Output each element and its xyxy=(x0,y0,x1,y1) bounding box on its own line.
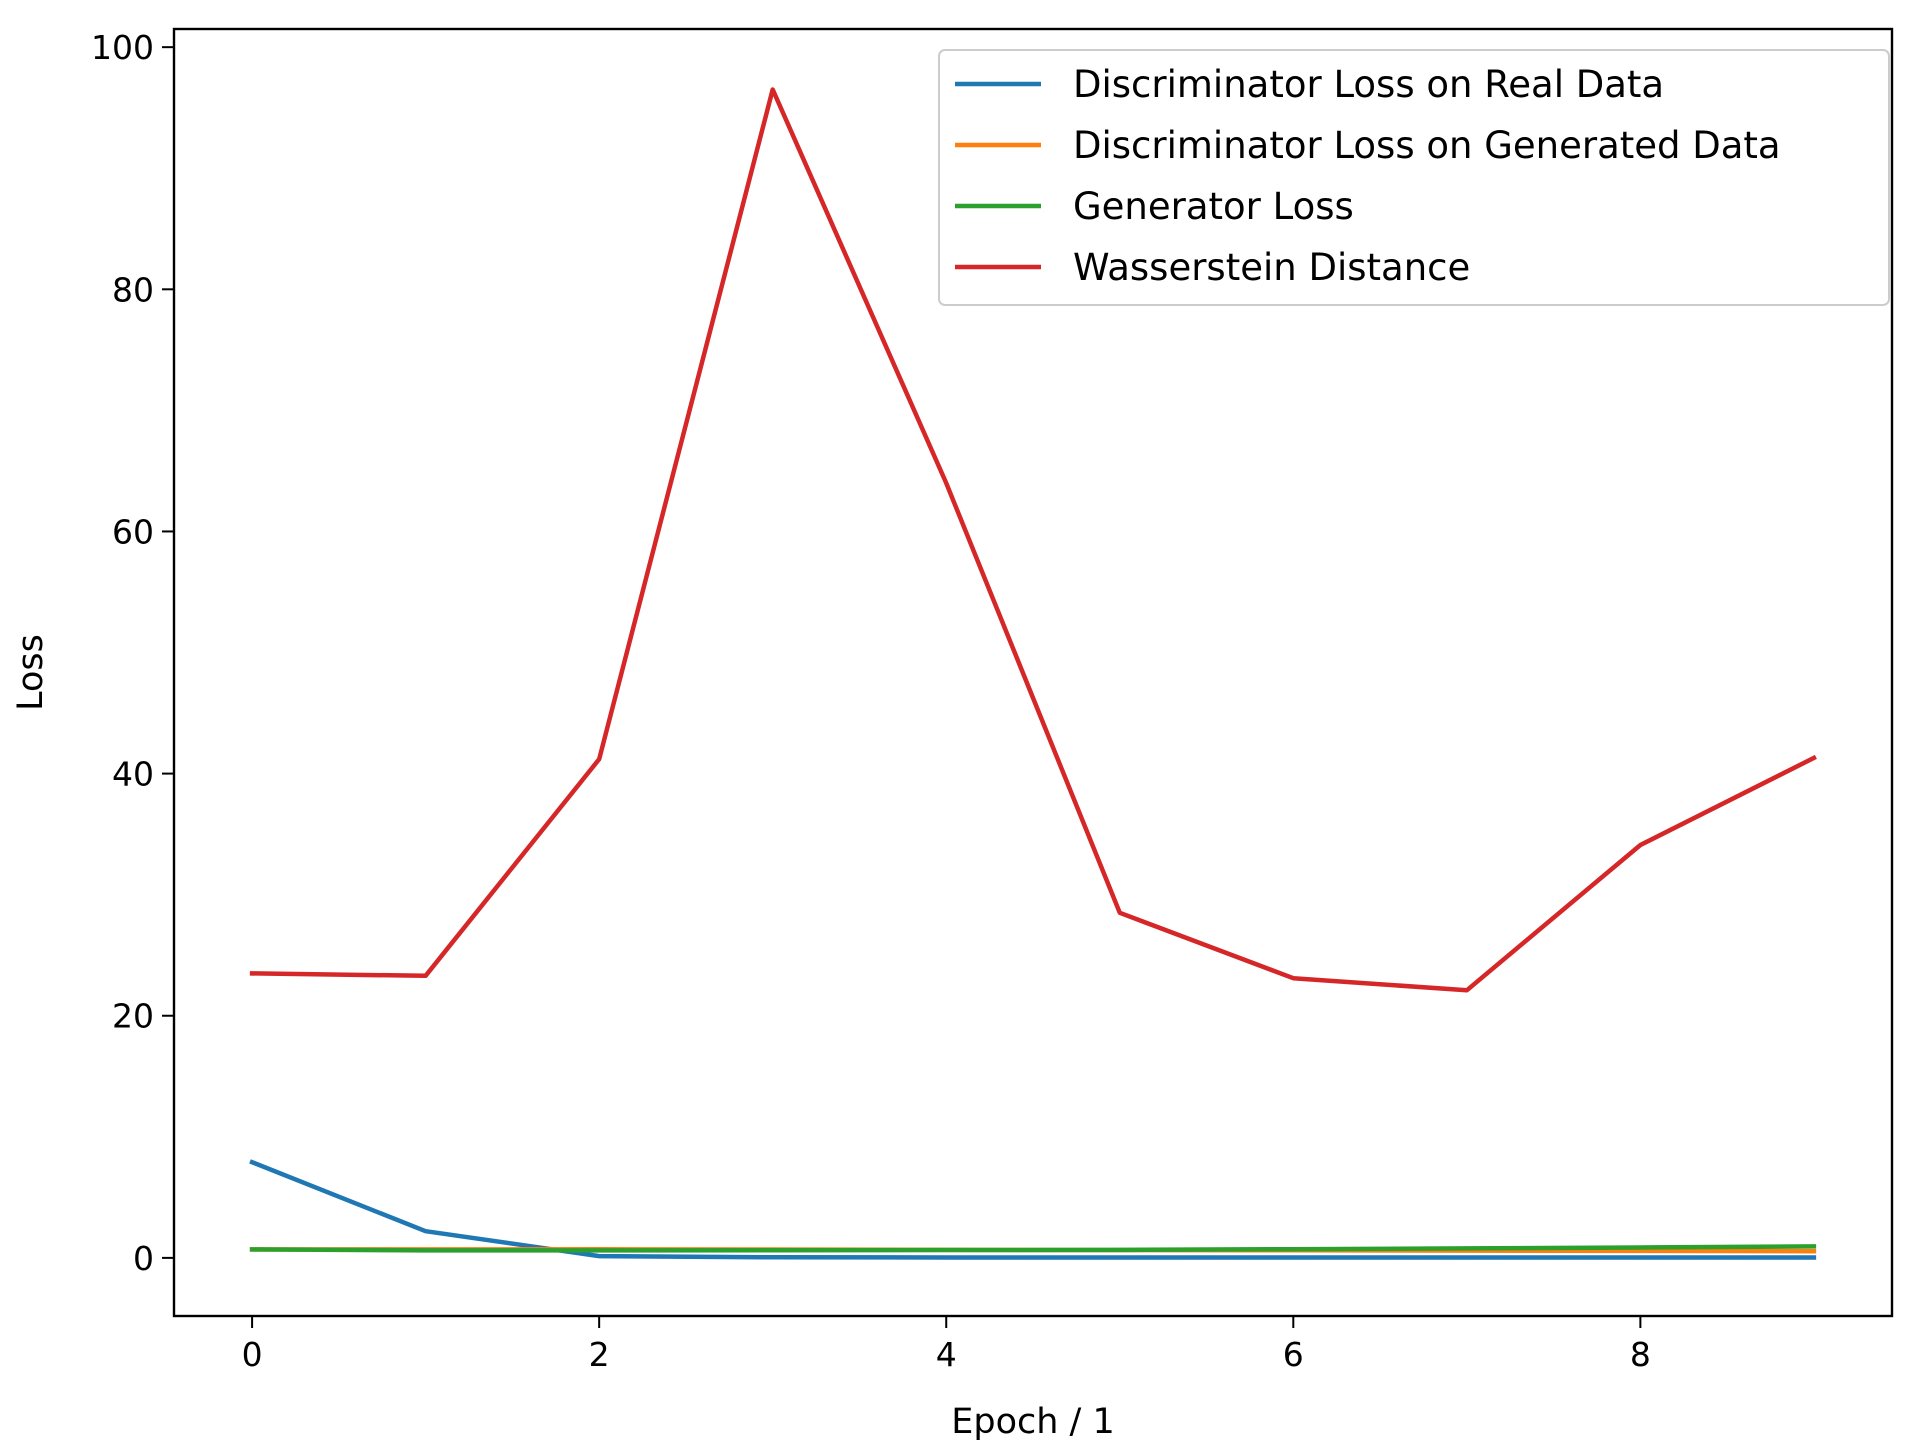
y-tick-label: 60 xyxy=(112,512,154,551)
y-tick-label: 80 xyxy=(112,270,154,309)
y-axis-label: Loss xyxy=(11,634,51,711)
series-line-2 xyxy=(249,1244,1817,1253)
legend-label: Wasserstein Distance xyxy=(1073,246,1470,289)
y-tick-label: 100 xyxy=(91,28,154,67)
series-line-3 xyxy=(249,87,1817,993)
legend-label: Generator Loss xyxy=(1073,185,1354,228)
legend: Discriminator Loss on Real Data Discrimin… xyxy=(938,49,1890,306)
legend-label: Discriminator Loss on Generated Data xyxy=(1073,124,1781,167)
x-axis-label: Epoch / 1 xyxy=(951,1402,1114,1440)
y-axis: 0 20 40 60 80 100 xyxy=(91,28,174,1278)
y-tick-label: 20 xyxy=(112,997,154,1036)
x-tick-label: 4 xyxy=(936,1335,957,1374)
x-tick-label: 2 xyxy=(589,1335,610,1374)
plot-frame xyxy=(172,27,1894,1318)
x-tick-label: 8 xyxy=(1630,1335,1651,1374)
y-tick-label: 0 xyxy=(133,1239,154,1278)
legend-box xyxy=(938,49,1890,306)
x-axis: 0 2 4 6 8 xyxy=(242,1316,1651,1374)
series-line-0 xyxy=(249,1159,1817,1260)
x-tick-label: 6 xyxy=(1283,1335,1304,1374)
legend-label: Discriminator Loss on Real Data xyxy=(1073,63,1664,106)
series-layer xyxy=(249,87,1817,1260)
y-tick-label: 40 xyxy=(112,755,154,794)
x-tick-label: 0 xyxy=(242,1335,263,1374)
